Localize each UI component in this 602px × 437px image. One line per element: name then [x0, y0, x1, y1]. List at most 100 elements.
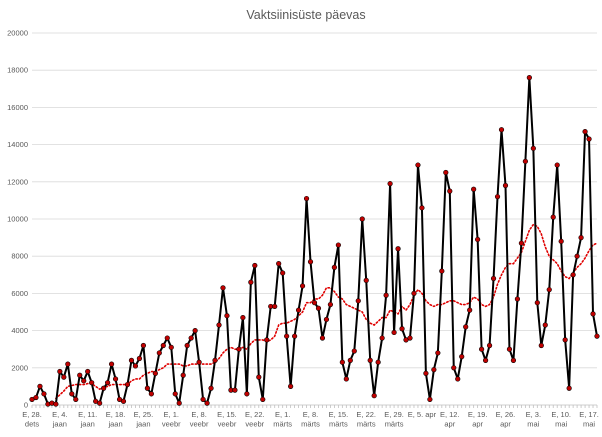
x-tick-label-line: E, 1.: [275, 410, 290, 419]
y-tick-label: 2000: [11, 363, 28, 372]
data-point: [451, 365, 457, 371]
data-point: [41, 391, 47, 397]
data-point: [590, 311, 596, 317]
data-point: [463, 324, 469, 330]
data-point: [498, 127, 505, 133]
data-point: [160, 342, 166, 349]
data-point: [224, 313, 230, 319]
x-tick-label: E, 25. jaan: [134, 410, 154, 429]
x-tick-label: E, 15. märts: [329, 410, 349, 429]
x-tick-label: E, 22. veebr: [245, 410, 265, 429]
data-point: [140, 342, 147, 349]
x-tick-label-line: veebr: [162, 420, 181, 429]
data-point: [53, 401, 59, 407]
data-point: [212, 357, 218, 363]
data-point: [479, 346, 485, 352]
data-point: [447, 188, 453, 194]
x-tick-label-line: märts: [357, 420, 376, 429]
plot-area: [29, 75, 600, 407]
data-point: [534, 300, 540, 306]
data-point: [586, 136, 592, 142]
y-tick-label: 12000: [7, 177, 28, 186]
data-point: [367, 357, 373, 363]
x-tick-label-line: E, 8.: [191, 410, 206, 419]
data-point: [395, 246, 401, 252]
data-point: [383, 292, 389, 298]
data-point: [331, 264, 337, 270]
y-tick-label: 18000: [7, 66, 28, 75]
x-tick-label: E, 10. mai: [551, 410, 571, 429]
x-tick-label-line: E, 25.: [134, 410, 154, 419]
x-tick-label: E, 22. märts: [356, 410, 376, 429]
data-point: [148, 391, 154, 397]
data-point: [467, 307, 473, 313]
data-point: [482, 357, 489, 363]
daily-series-line: [31, 76, 598, 406]
data-point: [327, 301, 334, 308]
data-point: [244, 391, 250, 397]
data-point: [502, 182, 509, 189]
data-point: [526, 75, 532, 81]
data-point: [264, 337, 270, 343]
data-point: [168, 344, 174, 350]
data-point: [443, 169, 449, 176]
data-point: [124, 381, 131, 388]
data-point: [311, 300, 318, 306]
x-tick-label-line: E, 12.: [440, 410, 460, 419]
x-tick-label-line: apr: [444, 420, 455, 429]
x-tick-label-line: jaan: [80, 420, 95, 429]
data-point: [236, 346, 242, 352]
data-point: [518, 240, 525, 246]
data-point: [415, 162, 421, 168]
x-tick-label-line: E, 15.: [217, 410, 237, 419]
y-tick-label: 14000: [7, 140, 28, 149]
x-tick-label: E, 28. dets: [22, 410, 42, 429]
x-tick-label: E, 11. jaan: [78, 410, 97, 429]
data-point: [375, 359, 381, 365]
data-point: [550, 214, 556, 220]
x-tick-label: E, 29. märts: [384, 410, 404, 429]
data-point: [494, 194, 501, 200]
x-tick-label: E, 1. märts: [273, 410, 292, 429]
x-tick-label-line: mai: [527, 420, 539, 429]
x-tick-label-line: märts: [329, 420, 348, 429]
data-point: [335, 242, 341, 248]
data-point: [471, 186, 477, 192]
x-tick-label: E, 5. apr: [408, 410, 437, 419]
data-point: [574, 253, 580, 259]
data-point: [319, 335, 326, 341]
x-tick-label-line: E, 3.: [526, 410, 541, 419]
x-tick-label-line: E, 8.: [303, 410, 318, 419]
data-point: [542, 322, 548, 328]
data-point: [514, 296, 521, 302]
data-point: [566, 385, 572, 391]
data-point: [343, 376, 349, 382]
data-point: [57, 368, 63, 375]
data-point: [594, 333, 600, 339]
data-point: [391, 329, 397, 336]
data-point: [260, 396, 266, 403]
data-point: [355, 298, 361, 304]
x-tick-label-line: E, 11.: [78, 410, 97, 419]
data-point: [89, 380, 95, 386]
x-tick-label-line: E, 17.: [579, 410, 599, 419]
data-point: [522, 158, 528, 164]
y-tick-label: 8000: [11, 252, 28, 261]
data-point: [554, 162, 560, 168]
x-tick-label: E, 26. apr: [496, 410, 516, 429]
data-point: [558, 238, 564, 244]
x-axis: [31, 404, 598, 408]
data-point: [128, 357, 135, 363]
data-point: [399, 326, 405, 332]
data-point: [33, 394, 39, 401]
data-point: [307, 259, 314, 265]
data-point: [252, 262, 258, 269]
data-point: [455, 376, 461, 382]
data-point: [570, 272, 576, 278]
data-point: [578, 235, 584, 241]
data-point: [299, 283, 306, 289]
x-tick-label: E, 15. veebr: [217, 410, 237, 429]
data-point: [204, 400, 210, 406]
data-point: [387, 181, 393, 187]
